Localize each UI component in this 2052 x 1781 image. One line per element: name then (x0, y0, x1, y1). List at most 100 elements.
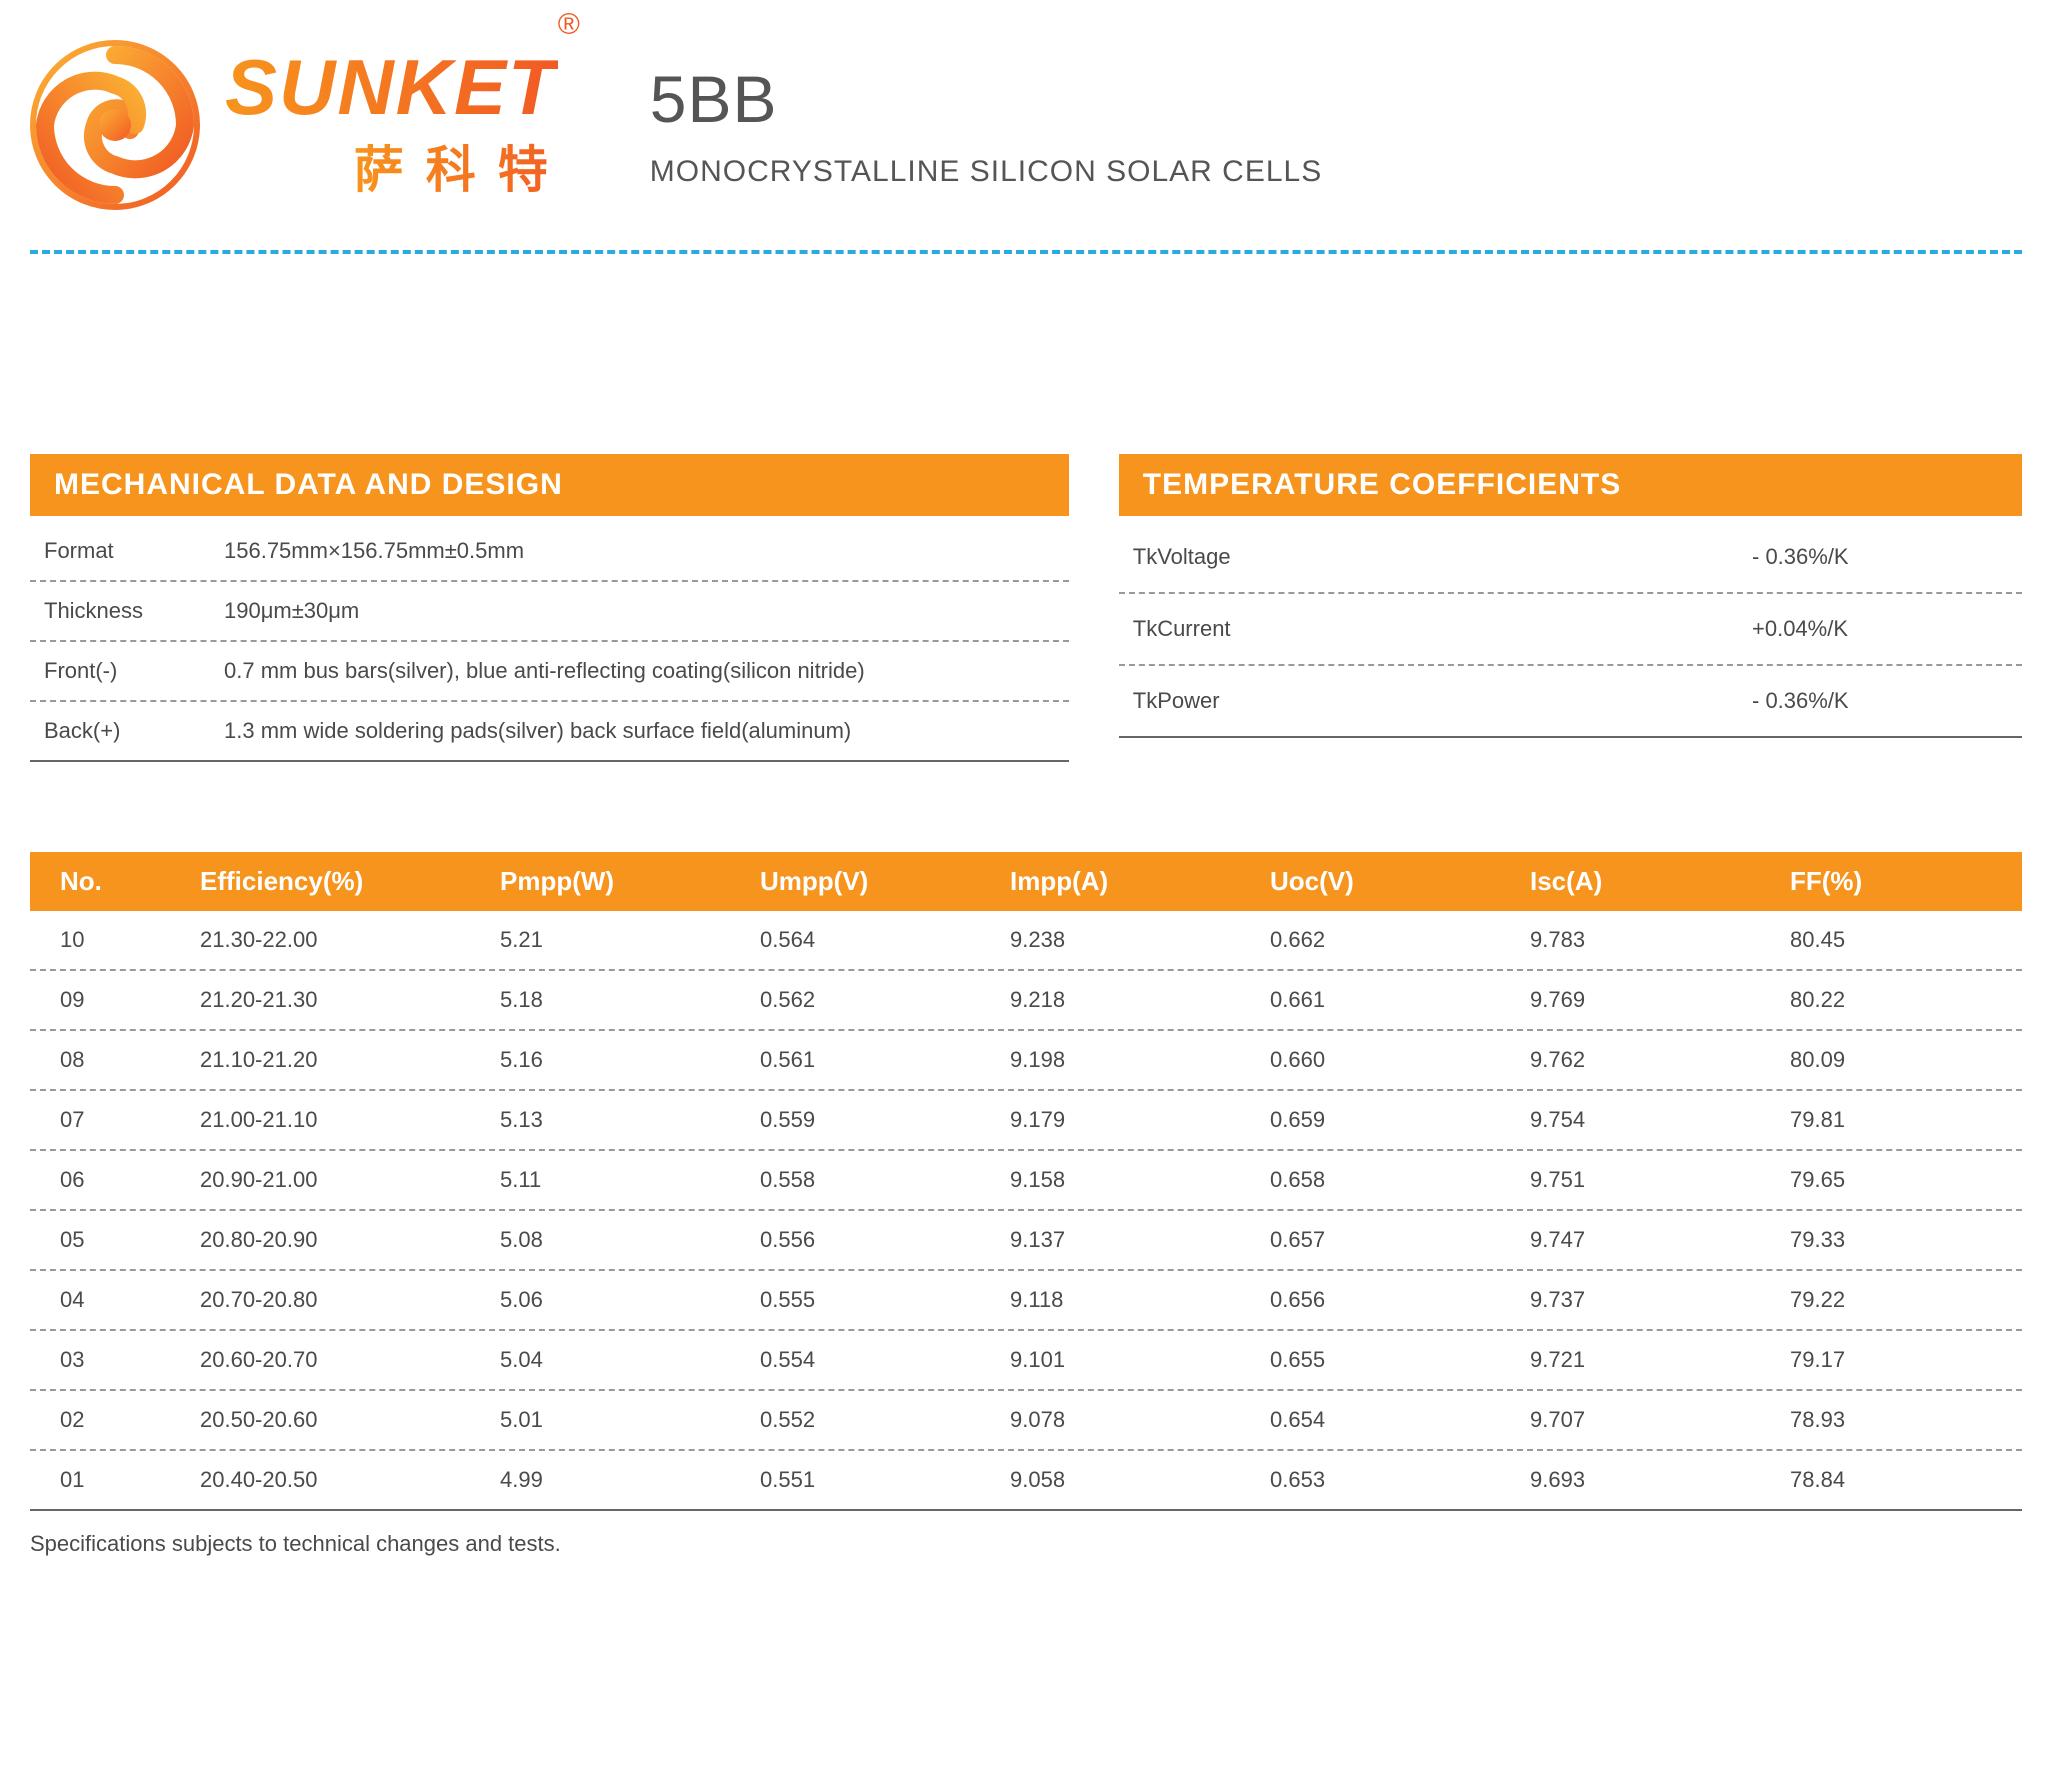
table-cell: 05 (30, 1227, 200, 1253)
table-row: 0721.00-21.105.130.5599.1790.6599.75479.… (30, 1091, 2022, 1151)
spec-value: 0.7 mm bus bars(silver), blue anti-refle… (224, 658, 1059, 684)
table-cell: 9.198 (1010, 1047, 1270, 1073)
table-cell: 79.81 (1790, 1107, 2010, 1133)
table-cell: 78.84 (1790, 1467, 2010, 1493)
table-row: 1021.30-22.005.210.5649.2380.6629.78380.… (30, 911, 2022, 971)
table-cell: 0.556 (760, 1227, 1010, 1253)
table-cell: 9.783 (1530, 927, 1790, 953)
table-cell: 0.655 (1270, 1347, 1530, 1373)
table-cell: 02 (30, 1407, 200, 1433)
footnote: Specifications subjects to technical cha… (30, 1531, 2022, 1557)
page-header: SUNKET® 萨科特 5BB MONOCRYSTALLINE SILICON … (30, 40, 2022, 210)
table-cell: 5.04 (500, 1347, 760, 1373)
table-cell: 9.737 (1530, 1287, 1790, 1313)
spec-value: 1.3 mm wide soldering pads(silver) back … (224, 718, 1059, 744)
table-cell: 5.21 (500, 927, 760, 953)
table-cell: 9.754 (1530, 1107, 1790, 1133)
table-row: 0921.20-21.305.180.5629.2180.6619.76980.… (30, 971, 2022, 1031)
table-cell: 04 (30, 1287, 200, 1313)
mechanical-row: Front(-)0.7 mm bus bars(silver), blue an… (30, 642, 1069, 702)
table-cell: 80.45 (1790, 927, 2010, 953)
table-cell: 10 (30, 927, 200, 953)
table-cell: 21.00-21.10 (200, 1107, 500, 1133)
table-row: 0120.40-20.504.990.5519.0580.6539.69378.… (30, 1451, 2022, 1511)
table-cell: 0.558 (760, 1167, 1010, 1193)
table-cell: 03 (30, 1347, 200, 1373)
table-column-header: Uoc(V) (1270, 866, 1530, 897)
temperature-row: TkCurrent+0.04%/K (1119, 594, 2022, 666)
table-body: 1021.30-22.005.210.5649.2380.6629.78380.… (30, 911, 2022, 1511)
spec-value: 156.75mm×156.75mm±0.5mm (224, 538, 1059, 564)
table-cell: 20.50-20.60 (200, 1407, 500, 1433)
table-cell: 80.09 (1790, 1047, 2010, 1073)
mechanical-header: MECHANICAL DATA AND DESIGN (30, 454, 1069, 516)
table-cell: 5.11 (500, 1167, 760, 1193)
table-cell: 79.17 (1790, 1347, 2010, 1373)
product-title: 5BB (650, 61, 1322, 137)
table-cell: 9.078 (1010, 1407, 1270, 1433)
spec-label: Format (44, 538, 224, 564)
table-cell: 0.564 (760, 927, 1010, 953)
table-cell: 9.058 (1010, 1467, 1270, 1493)
logo-block: SUNKET® 萨科特 (30, 40, 580, 210)
table-cell: 0.662 (1270, 927, 1530, 953)
header-divider (30, 250, 2022, 254)
table-cell: 5.08 (500, 1227, 760, 1253)
temperature-row: TkPower- 0.36%/K (1119, 666, 2022, 738)
table-cell: 79.33 (1790, 1227, 2010, 1253)
table-cell: 9.179 (1010, 1107, 1270, 1133)
table-column-header: Isc(A) (1530, 866, 1790, 897)
table-cell: 9.751 (1530, 1167, 1790, 1193)
table-row: 0220.50-20.605.010.5529.0780.6549.70778.… (30, 1391, 2022, 1451)
table-cell: 79.65 (1790, 1167, 2010, 1193)
brand-name-cn: 萨科特 (354, 130, 580, 202)
table-cell: 5.16 (500, 1047, 760, 1073)
table-cell: 9.762 (1530, 1047, 1790, 1073)
table-cell: 9.721 (1530, 1347, 1790, 1373)
coef-label: TkVoltage (1133, 544, 1752, 570)
table-cell: 0.656 (1270, 1287, 1530, 1313)
table-cell: 0.658 (1270, 1167, 1530, 1193)
table-cell: 9.707 (1530, 1407, 1790, 1433)
table-column-header: FF(%) (1790, 866, 2010, 897)
table-row: 0420.70-20.805.060.5559.1180.6569.73779.… (30, 1271, 2022, 1331)
table-row: 0620.90-21.005.110.5589.1580.6589.75179.… (30, 1151, 2022, 1211)
table-cell: 09 (30, 987, 200, 1013)
electrical-table: No.Efficiency(%)Pmpp(W)Umpp(V)Impp(A)Uoc… (30, 852, 2022, 1511)
table-cell: 9.747 (1530, 1227, 1790, 1253)
table-cell: 0.657 (1270, 1227, 1530, 1253)
title-block: 5BB MONOCRYSTALLINE SILICON SOLAR CELLS (650, 61, 1322, 189)
mechanical-row: Back(+)1.3 mm wide soldering pads(silver… (30, 702, 1069, 762)
table-cell: 9.769 (1530, 987, 1790, 1013)
table-cell: 21.10-21.20 (200, 1047, 500, 1073)
table-cell: 0.551 (760, 1467, 1010, 1493)
mechanical-row: Format156.75mm×156.75mm±0.5mm (30, 522, 1069, 582)
table-cell: 9.158 (1010, 1167, 1270, 1193)
coef-value: - 0.36%/K (1752, 688, 2012, 714)
brand-name-row: SUNKET® (225, 48, 580, 126)
table-header-row: No.Efficiency(%)Pmpp(W)Umpp(V)Impp(A)Uoc… (30, 852, 2022, 911)
coef-label: TkCurrent (1133, 616, 1752, 642)
table-cell: 0.552 (760, 1407, 1010, 1433)
table-column-header: Impp(A) (1010, 866, 1270, 897)
table-column-header: Pmpp(W) (500, 866, 760, 897)
brand-swirl-icon (30, 40, 200, 210)
temperature-list: TkVoltage- 0.36%/KTkCurrent+0.04%/KTkPow… (1119, 522, 2022, 738)
table-cell: 01 (30, 1467, 200, 1493)
coef-label: TkPower (1133, 688, 1752, 714)
table-cell: 20.40-20.50 (200, 1467, 500, 1493)
coef-value: - 0.36%/K (1752, 544, 2012, 570)
table-cell: 78.93 (1790, 1407, 2010, 1433)
table-cell: 0.559 (760, 1107, 1010, 1133)
table-row: 0821.10-21.205.160.5619.1980.6609.76280.… (30, 1031, 2022, 1091)
table-cell: 80.22 (1790, 987, 2010, 1013)
table-cell: 9.238 (1010, 927, 1270, 953)
table-cell: 9.137 (1010, 1227, 1270, 1253)
table-cell: 20.70-20.80 (200, 1287, 500, 1313)
table-cell: 79.22 (1790, 1287, 2010, 1313)
table-column-header: No. (30, 866, 200, 897)
table-cell: 0.561 (760, 1047, 1010, 1073)
table-cell: 0.562 (760, 987, 1010, 1013)
table-cell: 0.555 (760, 1287, 1010, 1313)
table-row: 0320.60-20.705.040.5549.1010.6559.72179.… (30, 1331, 2022, 1391)
